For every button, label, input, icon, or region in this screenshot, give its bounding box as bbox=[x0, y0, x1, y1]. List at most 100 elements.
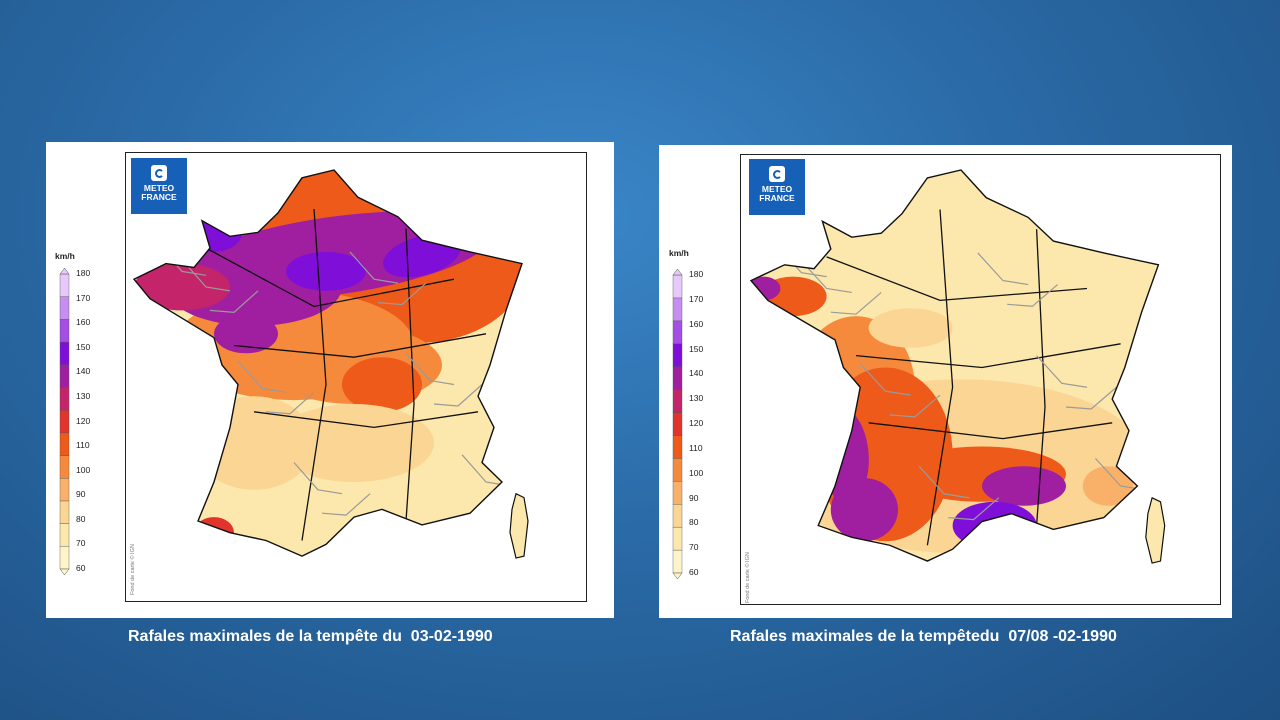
gust-zone bbox=[286, 251, 366, 291]
legend-color-step bbox=[672, 481, 683, 505]
region-border bbox=[253, 411, 479, 429]
legend-tick-label: 100 bbox=[76, 464, 91, 475]
map-frame bbox=[125, 152, 587, 602]
caption-right: Rafales maximales de la tempêtedu 07/08 … bbox=[730, 628, 1117, 645]
region-border bbox=[405, 228, 415, 522]
legend-colorbar bbox=[59, 267, 70, 576]
legend-tick-label: 120 bbox=[76, 415, 91, 426]
legend-tick-label: 110 bbox=[76, 440, 90, 451]
legend-color-step bbox=[672, 549, 683, 574]
legend-color-step bbox=[59, 523, 70, 547]
department-border bbox=[209, 290, 259, 313]
department-border bbox=[377, 282, 427, 306]
region-border bbox=[826, 256, 1088, 302]
department-border bbox=[433, 384, 483, 407]
legend-color-step bbox=[672, 412, 683, 436]
department-border bbox=[1007, 284, 1058, 307]
map-panel-right: METEO FRANCE km/h 180 170 160 150 140 130 120 1… bbox=[659, 145, 1232, 618]
gust-zone bbox=[952, 501, 1037, 550]
france-outline bbox=[749, 169, 1160, 562]
legend-tick-label: 110 bbox=[689, 442, 703, 453]
legend-color-step bbox=[59, 341, 70, 365]
department-border bbox=[349, 251, 399, 284]
legend-color-step bbox=[672, 320, 683, 344]
france-gust-map-right bbox=[672, 169, 1166, 580]
legend-tick-label: 160 bbox=[76, 317, 91, 328]
region-border bbox=[233, 333, 487, 358]
legend-tick-label: 90 bbox=[76, 489, 86, 500]
meteo-france-logo: METEO FRANCE bbox=[749, 159, 805, 215]
legend-tick-label: 180 bbox=[76, 268, 91, 278]
department-border bbox=[889, 394, 941, 418]
department-border bbox=[265, 391, 315, 415]
france-outline bbox=[132, 169, 523, 557]
legend-tick-label: 170 bbox=[76, 292, 91, 303]
region-border bbox=[1035, 229, 1046, 526]
meteo-france-logo: METEO FRANCE bbox=[131, 158, 187, 214]
legend-colorbar bbox=[672, 268, 683, 580]
legend-tick-label: 150 bbox=[689, 343, 704, 354]
map-frame bbox=[740, 154, 1221, 605]
department-border bbox=[977, 252, 1029, 286]
legend-tick-label: 120 bbox=[689, 418, 704, 428]
caption-left: Rafales maximales de la tempête du 03-02… bbox=[128, 628, 493, 645]
legend-color-step bbox=[672, 274, 683, 299]
region-border bbox=[855, 343, 1121, 369]
corsica bbox=[1145, 497, 1166, 564]
legend-color-step bbox=[59, 364, 70, 388]
legend-color-step bbox=[59, 546, 70, 570]
legend-color-step bbox=[59, 478, 70, 502]
department-border bbox=[1065, 386, 1117, 410]
legend-tick-label: 80 bbox=[689, 517, 699, 528]
france-map bbox=[132, 169, 529, 559]
legend-color-step bbox=[672, 389, 683, 413]
region-border bbox=[868, 422, 1113, 440]
department-border bbox=[800, 260, 852, 294]
gust-zone bbox=[186, 212, 242, 252]
legend-color-step bbox=[672, 343, 683, 367]
legend-unit: km/h bbox=[55, 251, 75, 261]
department-border bbox=[181, 259, 231, 292]
legend-tick-label: 90 bbox=[689, 492, 699, 503]
department-border bbox=[948, 497, 1000, 521]
legend-color-step bbox=[672, 435, 683, 459]
region-border bbox=[205, 247, 455, 308]
department-border bbox=[293, 462, 343, 495]
legend-color-step bbox=[59, 455, 70, 479]
legend-tick-label: 130 bbox=[76, 390, 91, 401]
legend-color-step bbox=[59, 409, 70, 434]
region-border bbox=[926, 209, 954, 546]
department-border bbox=[859, 363, 911, 396]
department-border bbox=[405, 352, 455, 386]
map-panel-left: METEO FRANCE km/h 180 170 160 150 140 130 120 1… bbox=[46, 142, 614, 618]
gust-zone bbox=[214, 314, 278, 354]
legend-color-step bbox=[672, 504, 683, 528]
department-border bbox=[321, 493, 371, 516]
region-border bbox=[301, 208, 327, 541]
france-map bbox=[749, 169, 1166, 564]
legend-tick-label: 60 bbox=[689, 567, 699, 577]
legend-color-step bbox=[59, 273, 70, 297]
legend-tick-label: 60 bbox=[76, 563, 86, 573]
gust-zone bbox=[194, 396, 314, 490]
legend-color-step bbox=[59, 296, 70, 320]
meteo-france-logo-icon bbox=[151, 165, 167, 181]
france-gust-map-left bbox=[59, 169, 529, 576]
legend-tick-label: 70 bbox=[76, 538, 86, 549]
department-border bbox=[1036, 355, 1088, 388]
department-border bbox=[237, 360, 287, 393]
meteo-france-logo-icon bbox=[769, 166, 785, 182]
legend-unit: km/h bbox=[669, 248, 689, 258]
department-border bbox=[918, 465, 970, 499]
legend-tick-label: 140 bbox=[689, 368, 704, 379]
legend-color-step bbox=[672, 526, 683, 551]
legend-color-step bbox=[59, 432, 70, 456]
legend-color-step bbox=[59, 319, 70, 343]
legend-tick-label: 70 bbox=[689, 542, 699, 553]
legend-color-step bbox=[672, 458, 683, 482]
legend-tick-label: 100 bbox=[689, 467, 704, 478]
legend-tick-label: 180 bbox=[689, 269, 704, 279]
map-credit: Fond de carte © IGN bbox=[130, 544, 136, 595]
legend-color-step bbox=[672, 297, 683, 322]
legend-color-step bbox=[672, 366, 683, 390]
